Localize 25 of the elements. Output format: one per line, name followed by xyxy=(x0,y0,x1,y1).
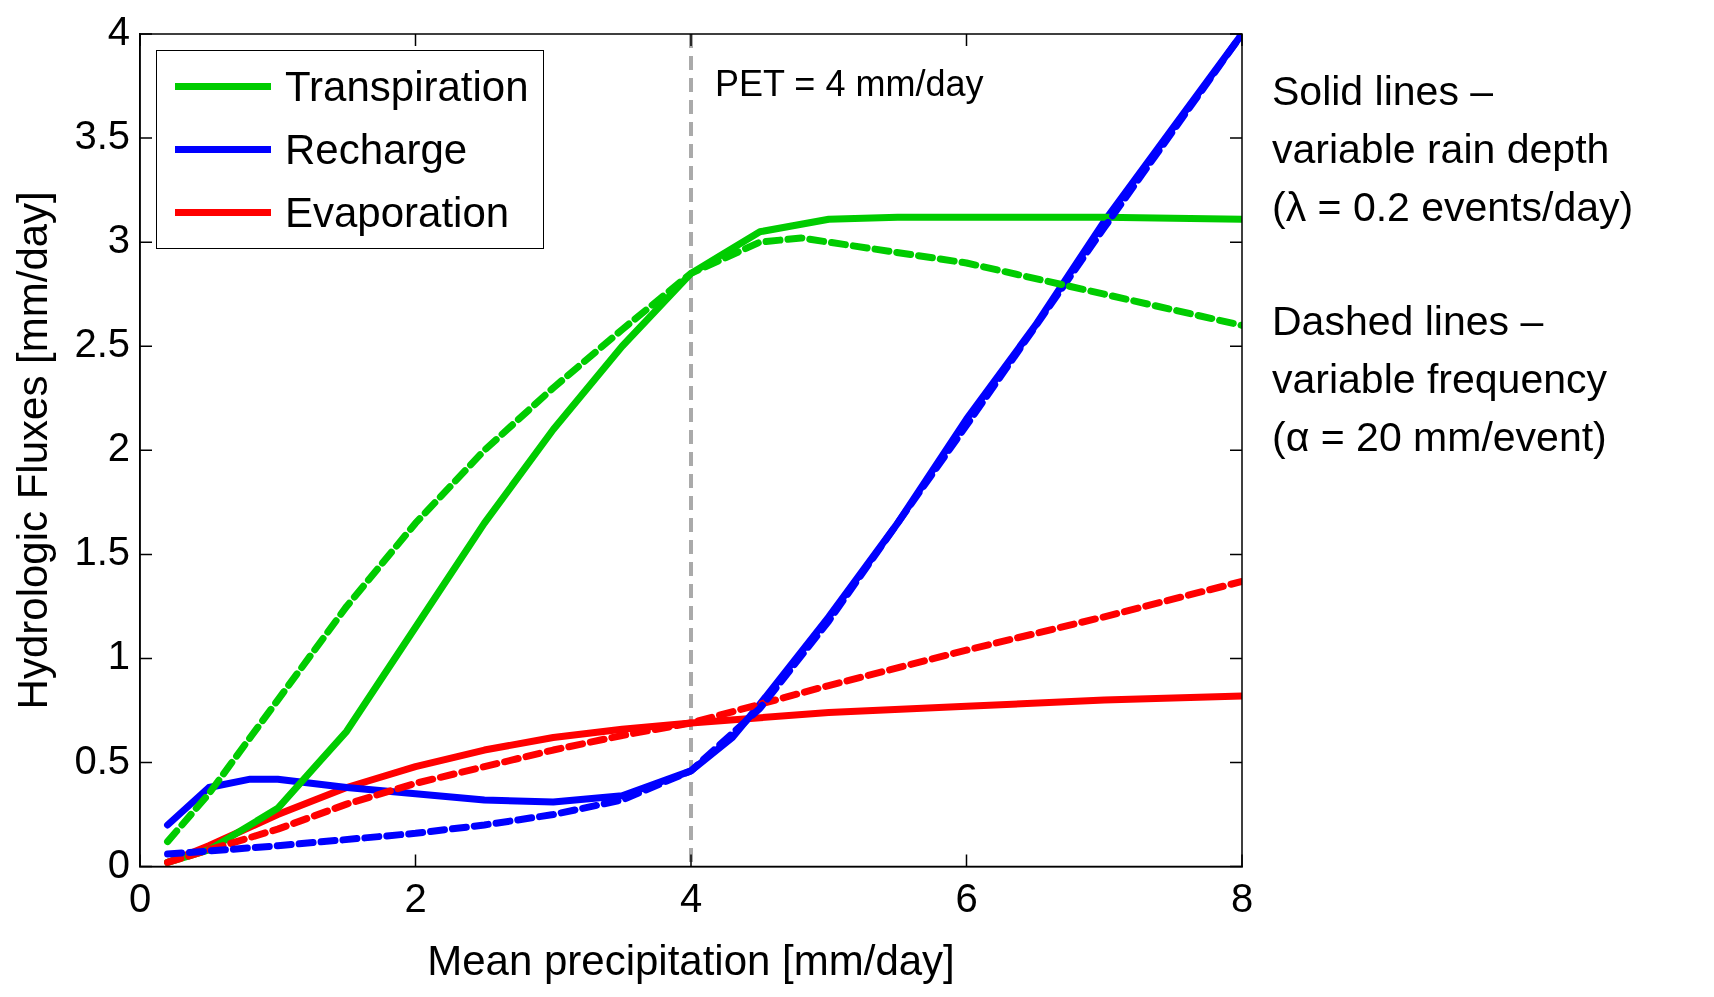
y-axis-title: Hydrologic Fluxes [mm/day] xyxy=(8,191,56,710)
y-tick-label: 3 xyxy=(107,217,131,262)
x-tick-label: 6 xyxy=(955,875,978,920)
legend-label: Transpiration xyxy=(285,62,529,111)
x-axis-title: Mean precipitation [mm/day] xyxy=(427,937,955,985)
legend-label: Evaporation xyxy=(285,188,510,237)
y-tick-label: 2.5 xyxy=(74,321,131,366)
y-tick-label: 4 xyxy=(107,9,131,54)
y-tick-label: 3.5 xyxy=(74,113,131,158)
y-tick-label: 1 xyxy=(107,633,131,678)
y-tick-label: 0.5 xyxy=(74,737,131,782)
y-tick-label: 2 xyxy=(107,425,131,470)
text: variable frequency xyxy=(1272,355,1609,404)
ref-line-label: PET = 4 mm/day xyxy=(715,62,984,104)
text: Dashed lines – xyxy=(1272,297,1545,346)
y-tick-label: 0 xyxy=(107,841,131,886)
text: (α = 20 mm/event) xyxy=(1272,413,1608,462)
text: Solid lines – xyxy=(1272,67,1495,116)
text: variable rain depth xyxy=(1272,125,1611,174)
legend-label: Recharge xyxy=(285,125,468,174)
x-tick-label: 2 xyxy=(404,875,427,920)
x-tick-label: 4 xyxy=(679,875,703,920)
text: (λ = 0.2 events/day) xyxy=(1272,183,1634,232)
y-tick-label: 1.5 xyxy=(74,529,131,574)
x-tick-label: 8 xyxy=(1230,875,1254,920)
